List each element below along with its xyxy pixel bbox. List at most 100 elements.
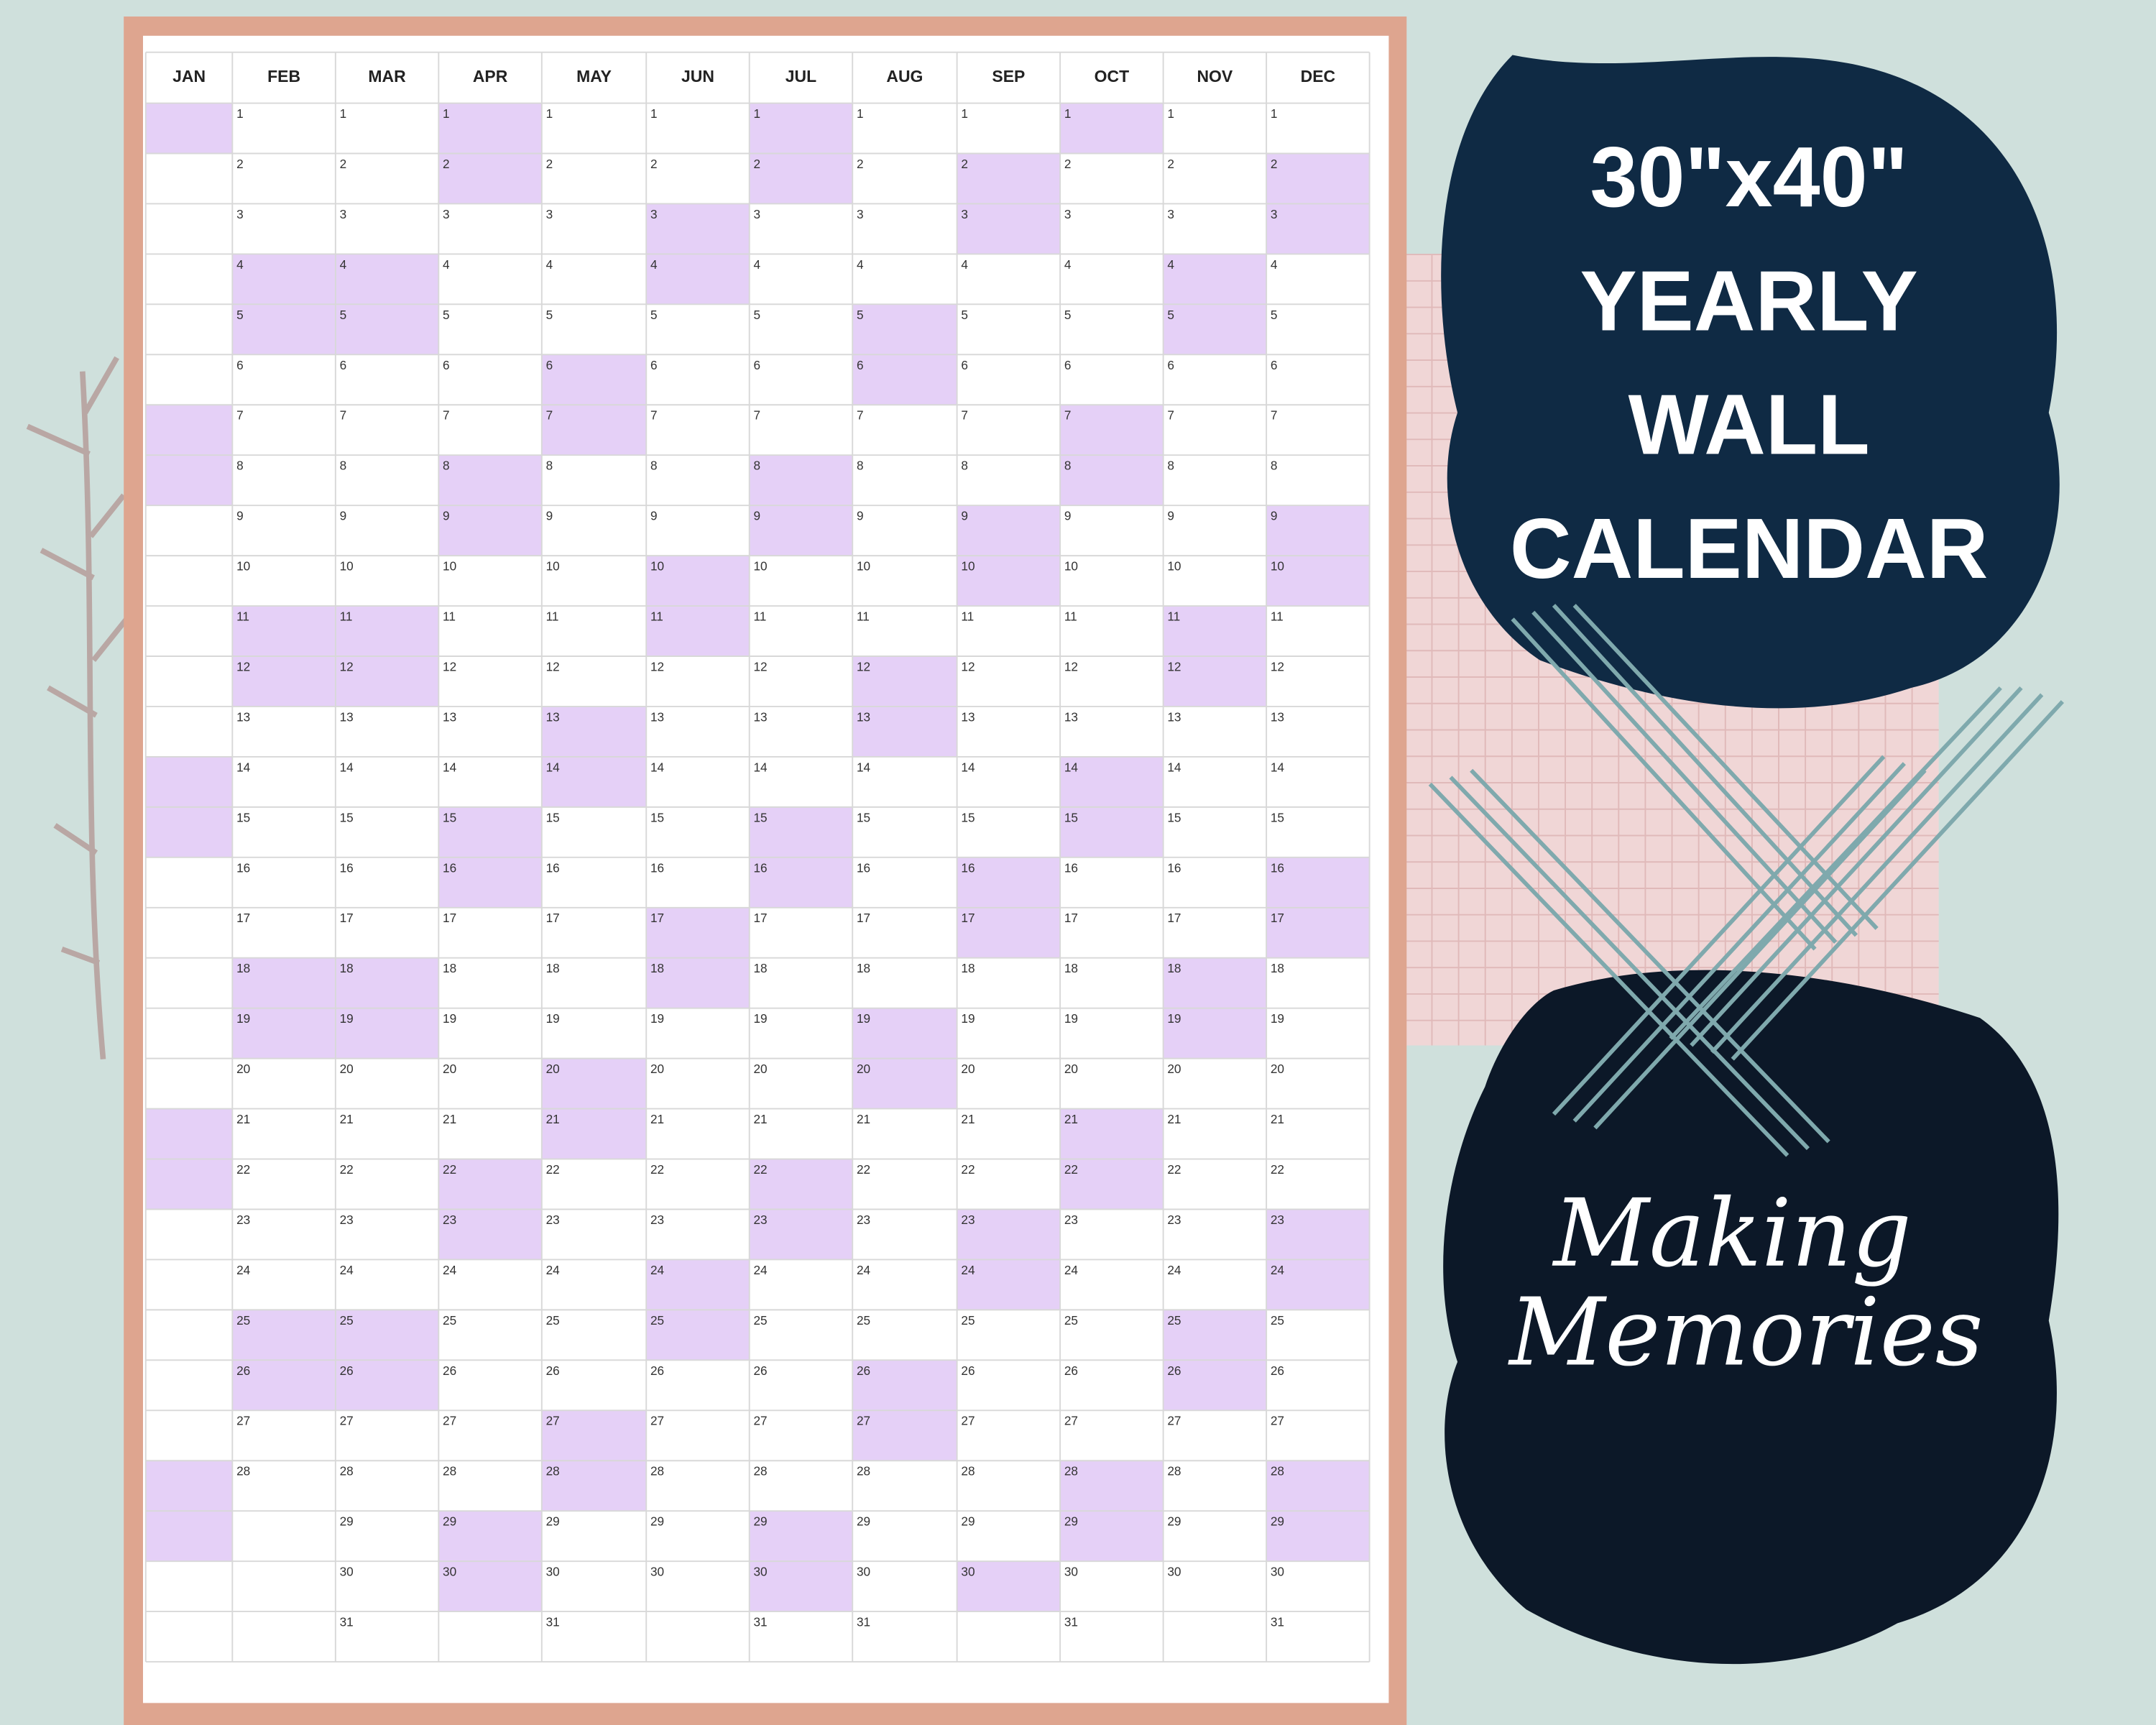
crosshatch <box>1428 604 2065 1157</box>
day-number: 19 <box>236 1011 250 1026</box>
day-number: 12 <box>236 659 250 673</box>
weekend-shade <box>1266 1259 1370 1310</box>
day-number: 21 <box>961 1112 975 1126</box>
weekend-shade <box>145 1108 233 1159</box>
day-number: 12 <box>546 659 560 673</box>
day-number: 15 <box>340 810 354 824</box>
day-number: 10 <box>546 559 560 574</box>
day-number: 12 <box>753 659 767 673</box>
day-number: 2 <box>1271 157 1278 171</box>
day-number: 28 <box>546 1464 560 1478</box>
day-number: 1 <box>1064 106 1072 121</box>
day-number: 29 <box>1167 1514 1181 1529</box>
day-number: 13 <box>340 709 354 724</box>
day-number: 13 <box>961 709 975 724</box>
month-header: JAN <box>172 67 206 86</box>
day-number: 25 <box>753 1313 767 1328</box>
weekend-shade <box>335 1360 439 1411</box>
day-number: 25 <box>236 1313 250 1328</box>
day-number: 5 <box>650 308 658 322</box>
tagline-line: Making <box>1552 1179 1912 1288</box>
day-number: 12 <box>1271 659 1284 673</box>
day-number: 7 <box>1271 408 1278 423</box>
day-number: 26 <box>1167 1363 1181 1378</box>
day-number: 2 <box>1167 157 1174 171</box>
day-number: 20 <box>1064 1062 1078 1076</box>
day-number: 15 <box>236 810 250 824</box>
day-number: 15 <box>546 810 560 824</box>
weekend-shade <box>646 1259 750 1310</box>
weekend-shade <box>145 1460 233 1512</box>
day-number: 10 <box>1167 559 1181 574</box>
day-number: 14 <box>1271 760 1285 774</box>
weekend-shade <box>646 1310 750 1361</box>
day-number: 14 <box>340 760 354 774</box>
day-number: 12 <box>961 659 975 673</box>
day-number: 16 <box>236 860 250 875</box>
day-number: 17 <box>961 911 975 925</box>
day-number: 17 <box>236 911 250 925</box>
day-number: 10 <box>1271 559 1284 574</box>
day-number: 18 <box>650 961 664 975</box>
day-number: 27 <box>236 1414 250 1428</box>
day-number: 16 <box>753 860 767 875</box>
day-number: 5 <box>236 308 244 322</box>
day-number: 11 <box>650 610 663 624</box>
day-number: 23 <box>650 1213 664 1227</box>
day-number: 23 <box>340 1213 354 1227</box>
day-number: 12 <box>443 659 456 673</box>
day-number: 22 <box>650 1162 664 1177</box>
day-number: 14 <box>546 760 561 774</box>
day-number: 28 <box>1271 1464 1284 1478</box>
weekend-shade <box>957 907 1061 958</box>
weekend-shade <box>541 756 647 807</box>
day-number: 3 <box>340 207 347 221</box>
day-number: 8 <box>961 459 968 473</box>
day-number: 28 <box>857 1464 870 1478</box>
day-number: 9 <box>340 509 347 523</box>
day-number: 19 <box>961 1011 975 1026</box>
day-number: 19 <box>1271 1011 1284 1026</box>
day-number: 23 <box>753 1213 767 1227</box>
month-header: AUG <box>886 67 923 86</box>
weekend-shade <box>335 254 439 305</box>
day-number: 4 <box>961 257 968 272</box>
day-number: 19 <box>650 1011 664 1026</box>
banner-line: CALENDAR <box>1510 502 1988 597</box>
day-number: 17 <box>1064 911 1078 925</box>
day-number: 8 <box>857 459 864 473</box>
day-number: 7 <box>857 408 864 423</box>
weekend-shade <box>541 1058 647 1109</box>
day-number: 20 <box>961 1062 975 1076</box>
weekend-shade <box>646 254 750 305</box>
day-number: 6 <box>1064 358 1072 372</box>
ink-blob-top <box>1441 55 2060 709</box>
day-number: 12 <box>650 659 664 673</box>
day-number: 22 <box>1271 1162 1284 1177</box>
weekend-shade <box>1266 505 1370 556</box>
day-number: 9 <box>753 509 760 523</box>
weekend-shade <box>1060 1108 1164 1159</box>
day-number: 18 <box>340 961 354 975</box>
day-number: 15 <box>1167 810 1181 824</box>
weekend-shade <box>438 1511 542 1562</box>
day-number: 20 <box>753 1062 767 1076</box>
day-number: 9 <box>961 509 968 523</box>
day-number: 18 <box>1167 961 1181 975</box>
day-number: 15 <box>753 810 767 824</box>
day-number: 29 <box>650 1514 664 1529</box>
day-number: 18 <box>1271 961 1284 975</box>
weekend-shade <box>749 153 853 204</box>
day-number: 30 <box>961 1565 975 1579</box>
day-number: 1 <box>443 106 450 121</box>
day-number: 22 <box>961 1162 975 1177</box>
weekend-shade <box>438 1159 542 1210</box>
banner-line: YEARLY <box>1580 254 1918 349</box>
weekend-shade <box>852 1360 957 1411</box>
day-number: 17 <box>340 911 354 925</box>
day-number: 23 <box>1064 1213 1078 1227</box>
day-number: 29 <box>546 1514 560 1529</box>
day-number: 1 <box>546 106 553 121</box>
banner-line: 30"x40" <box>1590 130 1908 225</box>
weekend-shade <box>749 806 853 857</box>
